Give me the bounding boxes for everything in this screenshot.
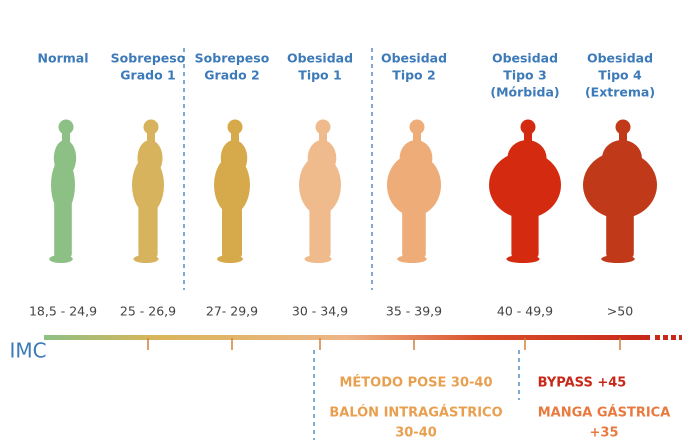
legs bbox=[402, 200, 426, 258]
range-label: 27- 29,9 bbox=[206, 304, 258, 319]
neck bbox=[524, 132, 532, 142]
legs bbox=[138, 200, 158, 258]
foot bbox=[601, 255, 635, 263]
head bbox=[615, 119, 631, 135]
foot bbox=[397, 255, 427, 263]
range-label: >50 bbox=[607, 304, 633, 319]
column-label: Sobrepeso bbox=[195, 51, 270, 66]
treatment-label: BALÓN INTRAGÁSTRICO bbox=[329, 405, 502, 421]
treatment-label: 30-40 bbox=[395, 426, 437, 441]
range-label: 30 - 34,9 bbox=[292, 304, 348, 319]
silhouette bbox=[299, 119, 341, 263]
neck bbox=[413, 132, 421, 142]
treatment-label: MANGA GÁSTRICA bbox=[538, 405, 671, 421]
neck bbox=[319, 132, 327, 142]
legs bbox=[606, 200, 634, 258]
treatment-label: +35 bbox=[590, 426, 619, 441]
silhouette bbox=[49, 119, 77, 263]
column-label: Obesidad bbox=[492, 51, 558, 66]
column-label: Obesidad bbox=[287, 51, 353, 66]
head bbox=[58, 119, 74, 135]
head bbox=[315, 119, 331, 135]
column-label: Normal bbox=[38, 51, 89, 66]
foot bbox=[304, 255, 332, 263]
range-label: 25 - 26,9 bbox=[120, 304, 176, 319]
treatments: MÉTODO POSE 30-40 BALÓN INTRAGÁSTRICO 30-4… bbox=[329, 375, 670, 441]
column-label: Tipo 2 bbox=[392, 68, 435, 83]
belly bbox=[51, 157, 75, 213]
legs bbox=[511, 200, 539, 258]
axis-label: IMC bbox=[9, 339, 46, 363]
column-label: Obesidad bbox=[381, 51, 447, 66]
legs bbox=[309, 200, 331, 258]
imc-bar bbox=[44, 335, 650, 340]
belly bbox=[132, 156, 164, 214]
neck bbox=[619, 132, 627, 142]
belly bbox=[214, 156, 250, 214]
silhouette bbox=[387, 119, 441, 263]
column-label: Tipo 1 bbox=[298, 68, 341, 83]
belly bbox=[299, 155, 341, 215]
foot bbox=[49, 255, 73, 263]
range-label: 40 - 49,9 bbox=[497, 304, 553, 319]
head bbox=[227, 119, 243, 135]
columns: Normal 18,5 - 24,9 Sobrepeso Grado 1 25 - 26… bbox=[29, 51, 657, 350]
column-label: Obesidad bbox=[587, 51, 653, 66]
belly bbox=[387, 154, 441, 216]
silhouette bbox=[583, 119, 657, 263]
head bbox=[520, 119, 536, 135]
neck bbox=[62, 132, 70, 142]
column-label: Grado 2 bbox=[204, 68, 259, 83]
legs bbox=[54, 200, 72, 258]
column-label: (Extrema) bbox=[585, 85, 655, 100]
treatment-label: MÉTODO POSE 30-40 bbox=[339, 375, 492, 391]
foot bbox=[506, 255, 540, 263]
belly bbox=[489, 151, 561, 219]
column-label: Tipo 4 bbox=[598, 68, 642, 83]
neck bbox=[231, 132, 239, 142]
range-label: 35 - 39,9 bbox=[386, 304, 442, 319]
silhouette bbox=[489, 119, 561, 263]
silhouette bbox=[132, 119, 164, 263]
foot bbox=[133, 255, 159, 263]
silhouette bbox=[214, 119, 250, 263]
head bbox=[409, 119, 425, 135]
treatment-label: BYPASS +45 bbox=[538, 376, 627, 391]
column-label: Tipo 3 bbox=[503, 68, 546, 83]
column-label: Sobrepeso bbox=[111, 51, 186, 66]
column-label: (Mórbida) bbox=[490, 85, 559, 100]
range-label: 18,5 - 24,9 bbox=[29, 304, 97, 319]
foot bbox=[217, 255, 243, 263]
legs bbox=[222, 200, 242, 258]
column-label: Grado 1 bbox=[120, 68, 175, 83]
head bbox=[143, 119, 159, 135]
neck bbox=[147, 132, 155, 142]
belly bbox=[583, 151, 657, 219]
